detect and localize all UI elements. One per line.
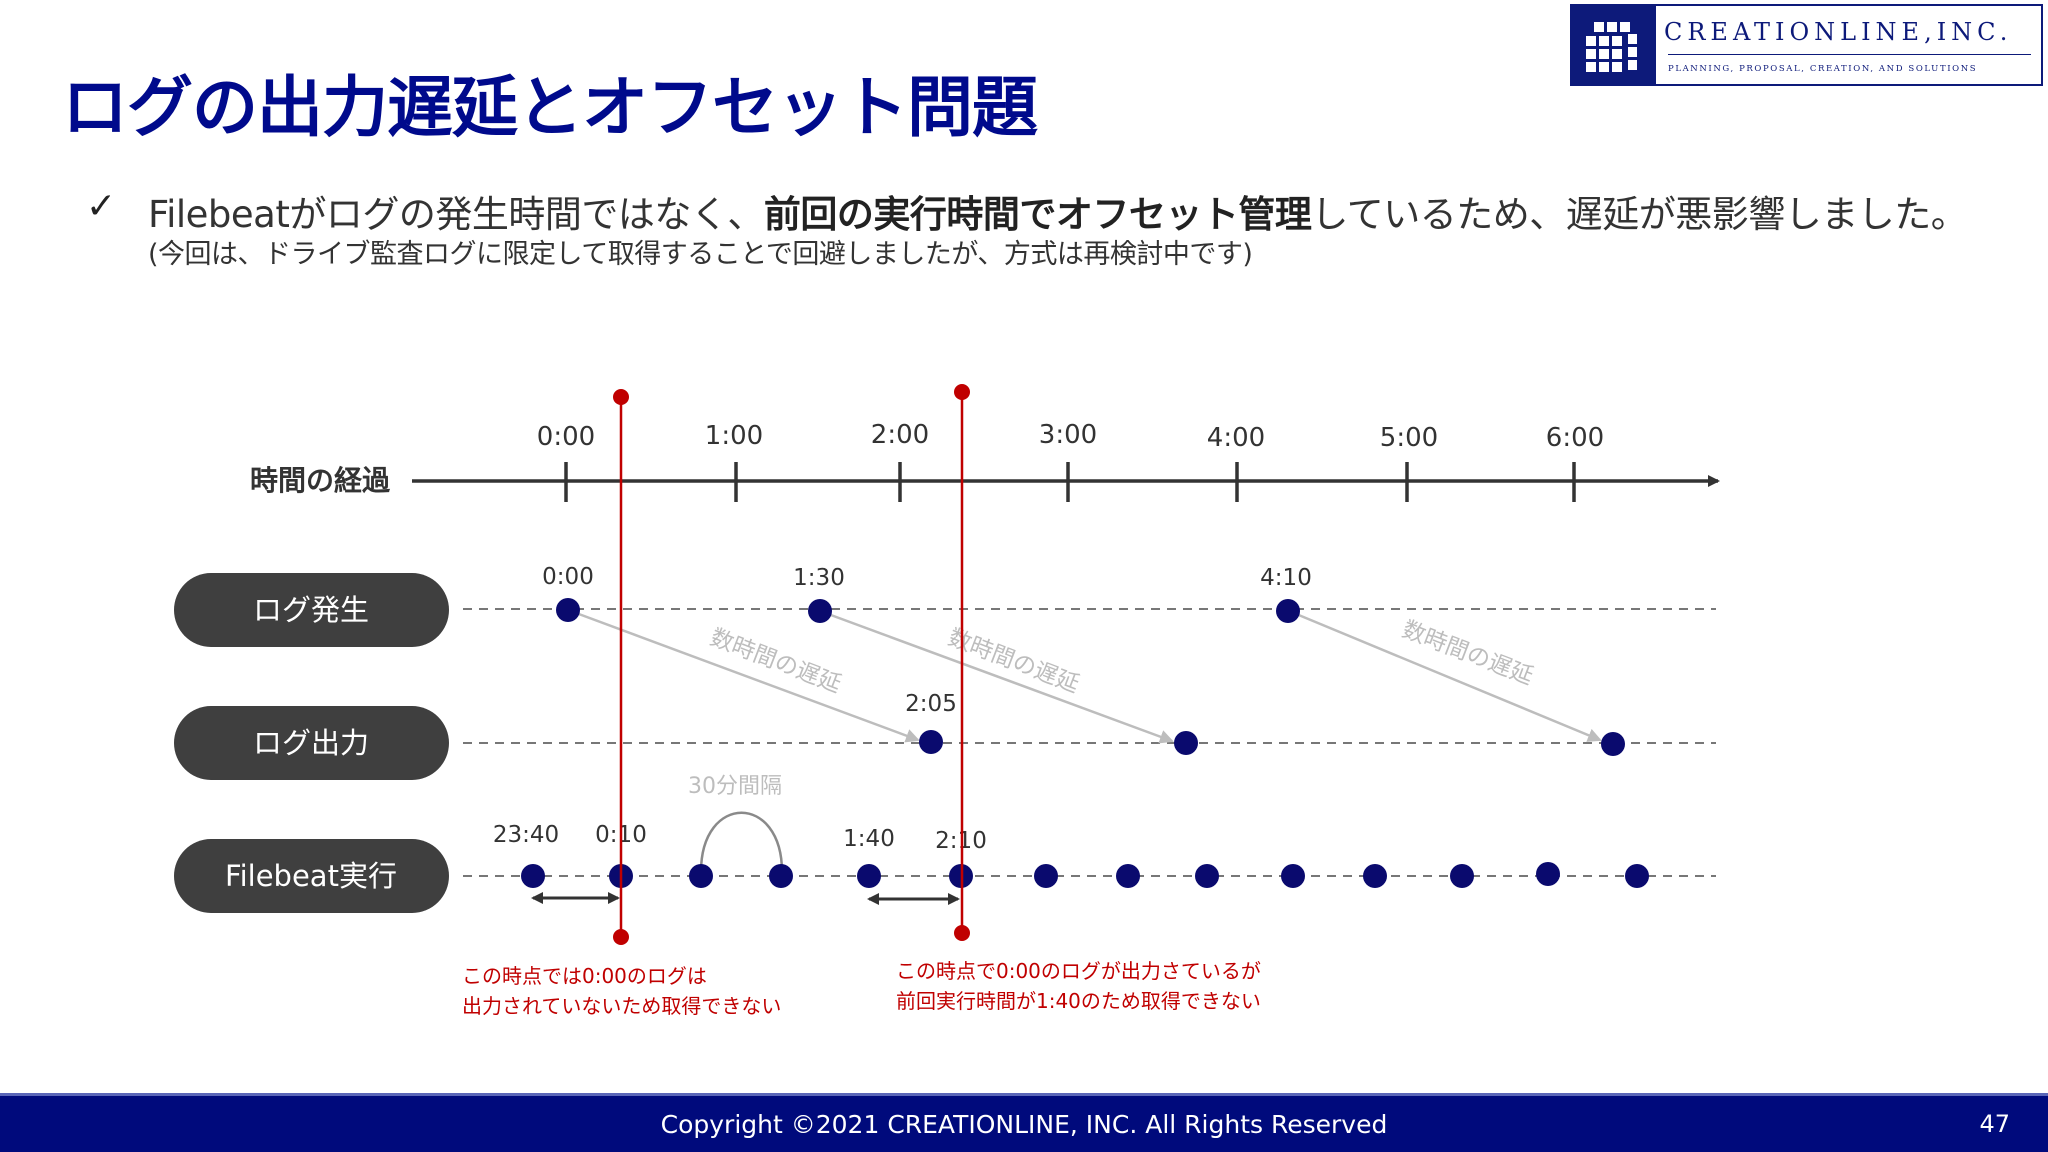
annotation-line: この時点で0:00のログが出力さているが bbox=[896, 959, 1261, 983]
run-dot bbox=[1450, 864, 1474, 888]
row-ログ出力: ログ出力 bbox=[174, 706, 449, 780]
output-event-dot bbox=[919, 730, 943, 754]
run-label: 1:40 bbox=[843, 826, 895, 852]
row-pill bbox=[174, 706, 449, 780]
run-dot bbox=[1536, 862, 1560, 886]
annotation-line: 出力されていないため取得できない bbox=[462, 994, 781, 1018]
footer-bar: Copyright ©2021 CREATIONLINE, INC. All R… bbox=[0, 1093, 2048, 1152]
page-number: 47 bbox=[1979, 1110, 2010, 1138]
axis-tick-label: 1:00 bbox=[705, 421, 763, 451]
run-dot bbox=[1625, 864, 1649, 888]
delay-arrow bbox=[567, 608, 920, 743]
delay-arrow bbox=[819, 609, 1174, 744]
red-marker-1 bbox=[613, 389, 629, 945]
axis-tick-label: 3:00 bbox=[1039, 420, 1097, 450]
row-label: ログ出力 bbox=[253, 726, 369, 760]
axis-tick-label: 6:00 bbox=[1546, 423, 1604, 453]
row-pill bbox=[174, 839, 449, 913]
axis-tick-label: 2:00 bbox=[871, 420, 929, 450]
logo-tagline: PLANNING, PROPOSAL, CREATION, AND SOLUTI… bbox=[1668, 64, 1978, 74]
log-event-labels: 0:00 1:30 4:10 bbox=[542, 564, 1312, 591]
annotation-line: この時点では0:00のログは bbox=[462, 964, 707, 988]
logo-name: CREATIONLINE,INC. bbox=[1664, 18, 2013, 46]
cube-logo-icon bbox=[1572, 6, 1656, 84]
red-marker-dot bbox=[954, 925, 970, 941]
run-label: 23:40 bbox=[493, 822, 559, 848]
annotation-1: この時点では0:00のログは 出力されていないため取得できない bbox=[462, 964, 781, 1018]
delay-arrows bbox=[567, 608, 1602, 744]
log-event-label: 4:10 bbox=[1260, 565, 1312, 591]
run-dot bbox=[1195, 864, 1219, 888]
company-logo: CREATIONLINE,INC. PLANNING, PROPOSAL, CR… bbox=[1570, 4, 2043, 86]
interval-arc bbox=[699, 811, 784, 873]
checkmark-icon: ✓ bbox=[86, 186, 117, 227]
run-labels: 23:40 0:10 1:40 2:10 bbox=[493, 822, 987, 854]
output-event-dot bbox=[1174, 731, 1198, 755]
bullet-note: (今回は、ドライブ監査ログに限定して取得することで回避しましたが、方式は再検討中… bbox=[148, 239, 1253, 270]
run-dot bbox=[1363, 864, 1387, 888]
axis-tick-labels: 0:00 1:00 2:00 3:00 4:00 5:00 6:00 bbox=[537, 420, 1604, 453]
axis-ticks bbox=[564, 462, 1576, 502]
log-event-dot bbox=[556, 598, 580, 622]
red-marker-2 bbox=[954, 384, 970, 941]
row-label: ログ発生 bbox=[253, 593, 369, 627]
copyright-text: Copyright ©2021 CREATIONLINE, INC. All R… bbox=[660, 1110, 1388, 1139]
red-marker-dot bbox=[613, 929, 629, 945]
bullet-text: Filebeatがログの発生時間ではなく、前回の実行時間でオフセット管理している… bbox=[148, 184, 1968, 238]
row-filebeat: Filebeat実行 bbox=[174, 839, 449, 913]
annotation-2: この時点で0:00のログが出力さているが 前回実行時間が1:40のため取得できな… bbox=[896, 959, 1261, 1013]
run-dot bbox=[857, 864, 881, 888]
run-dot bbox=[769, 864, 793, 888]
axis-tick-label: 0:00 bbox=[537, 422, 595, 452]
delay-label: 数時間の遅延 bbox=[1398, 617, 1536, 691]
output-event-label: 2:05 bbox=[905, 691, 957, 717]
bullet-suffix: しているため、遅延が悪影響しました。 bbox=[1311, 193, 1968, 236]
row-ログ発生: ログ発生 bbox=[174, 573, 449, 647]
output-event-dots bbox=[919, 730, 1625, 756]
log-event-label: 0:00 bbox=[542, 564, 594, 590]
timeline-diagram: 時間の経過 0:00 1:00 2:00 3:00 4:00 5:00 6:00… bbox=[174, 384, 1720, 1018]
delay-arrow bbox=[1288, 609, 1602, 742]
run-dot bbox=[689, 864, 713, 888]
row-label: Filebeat実行 bbox=[225, 859, 397, 893]
slide-title: ログの出力遅延とオフセット問題 bbox=[62, 69, 1038, 146]
bullet-bold-offset: オフセット管理 bbox=[1055, 193, 1312, 236]
row-guides bbox=[463, 608, 1716, 877]
axis-label: 時間の経過 bbox=[250, 464, 391, 497]
delay-labels: 数時間の遅延 数時間の遅延 数時間の遅延 bbox=[706, 617, 1536, 699]
log-event-dot bbox=[808, 599, 832, 623]
interval-label: 30分間隔 bbox=[688, 774, 782, 799]
output-event-dot bbox=[1601, 732, 1625, 756]
row-pill bbox=[174, 573, 449, 647]
run-dot bbox=[1034, 864, 1058, 888]
annotation-line: 前回実行時間が1:40のため取得できない bbox=[896, 989, 1261, 1013]
delay-label: 数時間の遅延 bbox=[944, 625, 1082, 699]
run-dot bbox=[521, 864, 545, 888]
red-marker-dot bbox=[613, 389, 629, 405]
run-dot bbox=[1116, 864, 1140, 888]
logo-rule bbox=[1668, 54, 2031, 55]
log-event-label: 1:30 bbox=[793, 565, 845, 591]
red-marker-dot bbox=[954, 384, 970, 400]
axis-tick-label: 4:00 bbox=[1207, 423, 1265, 453]
axis-tick-label: 5:00 bbox=[1380, 423, 1438, 453]
bullet-bold-run-time: 前回の実行時間で bbox=[763, 193, 1057, 236]
log-event-dots bbox=[556, 598, 1300, 623]
run-dot bbox=[1281, 864, 1305, 888]
bullet-prefix: Filebeatがログの発生時間ではなく、 bbox=[148, 193, 764, 236]
log-event-dot bbox=[1276, 599, 1300, 623]
